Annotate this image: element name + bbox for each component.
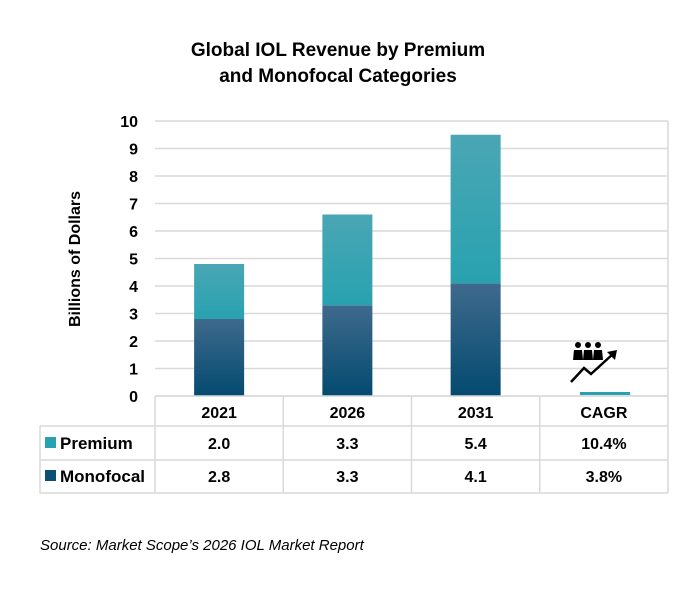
bar-premium-2031 — [450, 134, 501, 284]
category-label: 2021 — [201, 405, 237, 422]
y-axis-label: Billions of Dollars — [67, 191, 84, 327]
y-tick-label: 8 — [129, 169, 138, 186]
y-tick-label: 5 — [129, 252, 138, 269]
bar-premium-2026 — [322, 214, 373, 306]
bar-monofocal-2021 — [194, 319, 245, 396]
legend-label-premium: Premium — [60, 434, 133, 453]
category-label: 2026 — [330, 405, 366, 422]
bar-premium-2021 — [194, 264, 245, 319]
chart-title-line-1: Global IOL Revenue by Premium — [191, 40, 485, 61]
y-tick-label: 9 — [129, 142, 138, 159]
legend-swatch-premium — [45, 437, 56, 448]
legend-label-monofocal: Monofocal — [60, 467, 145, 486]
category-label: 2031 — [458, 405, 494, 422]
data-label: 3.3 — [336, 436, 358, 453]
data-label: 2.8 — [208, 469, 230, 486]
y-tick-label: 4 — [129, 279, 138, 296]
people-growth-arrow-icon — [570, 342, 617, 383]
data-label: 3.8% — [586, 469, 622, 486]
y-tick-label: 7 — [129, 197, 138, 214]
data-label: 5.4 — [465, 436, 487, 453]
y-tick-label: 1 — [129, 362, 138, 379]
category-label: CAGR — [580, 405, 628, 422]
y-tick-label: 0 — [129, 389, 138, 406]
data-label: 4.1 — [465, 469, 487, 486]
cagr-marker-bar — [580, 392, 630, 395]
bar-monofocal-2026 — [322, 305, 373, 396]
source-note: Source: Market Scope’s 2026 IOL Market R… — [40, 537, 364, 554]
chart-title-line-2: and Monofocal Categories — [219, 66, 457, 87]
data-label: 3.3 — [336, 469, 358, 486]
y-tick-label: 2 — [129, 334, 138, 351]
y-tick-label: 10 — [120, 114, 138, 131]
bar-monofocal-2031 — [450, 283, 501, 396]
legend-swatch-monofocal — [45, 470, 56, 481]
data-label: 2.0 — [208, 436, 230, 453]
data-label: 10.4% — [581, 436, 626, 453]
y-tick-label: 3 — [129, 307, 138, 324]
y-tick-label: 6 — [129, 224, 138, 241]
